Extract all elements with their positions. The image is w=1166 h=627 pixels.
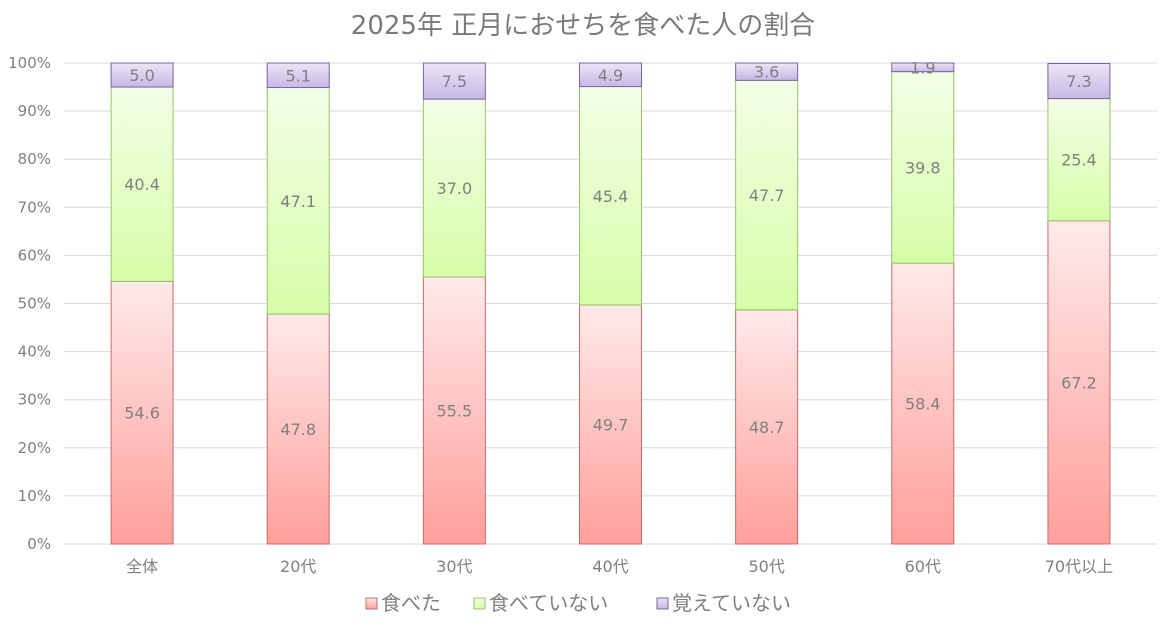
bar-segment-not-ate: [891, 71, 955, 264]
data-label: 7.5: [442, 72, 467, 91]
legend-swatch: [365, 597, 378, 610]
data-label: 40.4: [124, 175, 160, 194]
x-tick-label: 30代: [436, 557, 472, 576]
y-tick-label: 10%: [18, 487, 51, 505]
bar-segment-not-ate: [110, 86, 174, 282]
data-label: 47.8: [280, 420, 316, 439]
bar-segment-not-ate: [735, 79, 799, 311]
x-tick-label: 20代: [280, 557, 316, 576]
bar-segment-ate: [422, 276, 486, 545]
legend-swatch: [656, 597, 669, 610]
y-axis-tick-labels: 0% 10% 20% 30% 40% 50% 60% 70% 80% 90% 100%: [8, 54, 51, 553]
data-label: 67.2: [1061, 373, 1097, 392]
y-tick-label: 30%: [18, 391, 51, 409]
bar-segment-not-ate: [579, 86, 642, 306]
y-tick-label: 50%: [18, 295, 51, 313]
data-labels: 54.6 40.4 5.0 47.8 47.1 5.1 55.5 37.0 7.5 49.7 45.…: [124, 58, 1096, 439]
x-axis-tick-labels: 全体 20代 30代 40代 50代 60代 70代以上: [126, 557, 1113, 576]
y-tick-label: 40%: [18, 343, 51, 361]
data-label: 25.4: [1061, 151, 1097, 170]
data-label: 54.6: [124, 404, 160, 423]
data-label: 58.4: [905, 395, 941, 414]
legend-label: 食べていない: [489, 591, 608, 615]
bar-segment-ate: [891, 262, 955, 545]
legend-label: 食べた: [381, 591, 441, 615]
bar-segment-ate: [735, 309, 799, 545]
y-tick-label: 90%: [18, 102, 51, 120]
legend-label: 覚えていない: [672, 591, 791, 615]
legend: 食べた 食べていない 覚えていない: [365, 591, 791, 615]
chart-title: 2025年 正月におせちを食べた人の割合: [351, 11, 815, 41]
bar-segment-forgot: [266, 62, 330, 89]
bar-segment-ate: [266, 313, 330, 545]
bar-segment-forgot: [422, 62, 486, 100]
bar-segment-forgot: [735, 62, 799, 81]
data-label: 37.0: [437, 179, 473, 198]
data-label: 5.1: [285, 66, 310, 85]
bar-segment-forgot: [891, 62, 955, 73]
y-tick-label: 80%: [18, 150, 51, 168]
data-label: 47.7: [749, 186, 785, 205]
bar-segment-forgot: [110, 62, 174, 88]
y-tick-label: 0%: [27, 535, 51, 553]
bar-segment-ate: [579, 304, 642, 545]
data-label: 49.7: [593, 415, 629, 434]
data-label: 55.5: [437, 402, 473, 421]
data-label: 45.4: [593, 187, 629, 206]
y-tick-label: 70%: [18, 198, 51, 216]
data-label: 3.6: [754, 63, 779, 82]
bar-segment-ate: [110, 280, 174, 545]
x-tick-label: 50代: [748, 557, 784, 576]
data-label: 5.0: [129, 66, 154, 85]
x-tick-label: 70代以上: [1045, 557, 1113, 576]
y-tick-label: 60%: [18, 246, 51, 264]
bar-segment-forgot: [1047, 62, 1111, 100]
data-label: 48.7: [749, 418, 785, 437]
bar-segment-not-ate: [266, 87, 330, 315]
y-tick-label: 100%: [8, 54, 51, 72]
data-label: 7.3: [1066, 72, 1091, 91]
bar-segment-forgot: [579, 62, 642, 88]
data-label: 1.9: [910, 58, 935, 77]
y-tick-label: 20%: [18, 439, 51, 457]
bars: [110, 62, 1111, 545]
x-tick-label: 40代: [592, 557, 628, 576]
data-label: 47.1: [280, 192, 316, 211]
legend-swatch: [473, 597, 486, 610]
bar-segment-not-ate: [422, 98, 486, 278]
x-tick-label: 全体: [126, 557, 158, 576]
data-label: 39.8: [905, 158, 941, 177]
x-tick-label: 60代: [905, 557, 941, 576]
data-label: 4.9: [598, 66, 623, 85]
